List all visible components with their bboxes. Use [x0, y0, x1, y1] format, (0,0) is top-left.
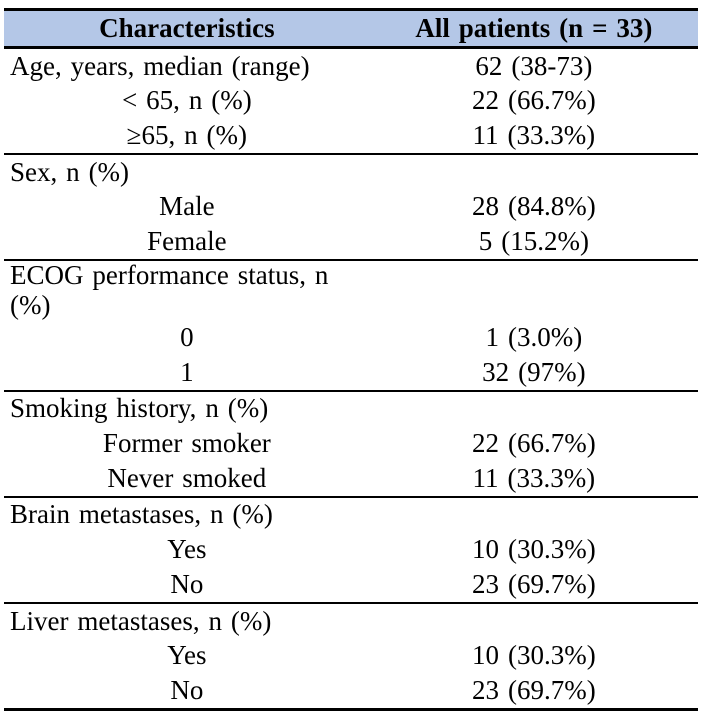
row-label: Never smoked	[4, 461, 370, 498]
row-value: 22 (66.7%)	[472, 85, 596, 116]
table-header-row: Characteristics All patients (n = 33)	[4, 9, 698, 49]
row-label: Female	[4, 224, 370, 262]
row-label: Liver metastases, n (%)	[10, 605, 272, 636]
table-row-age-over65: ≥65, n (%) 11 (33.3%)	[4, 118, 698, 156]
header-all-patients: All patients (n = 33)	[369, 9, 698, 49]
row-label: Former smoker	[102, 428, 271, 459]
row-label: < 65, n (%)	[122, 85, 252, 116]
row-label: 0	[180, 322, 194, 352]
row-value	[370, 391, 698, 427]
row-label: No	[4, 567, 370, 604]
row-value: 22 (66.7%)	[472, 428, 596, 459]
row-value: 5 (15.2%)	[369, 224, 698, 262]
row-value	[370, 260, 698, 320]
row-label: No	[170, 674, 204, 705]
row-value: 10 (30.3%)	[472, 640, 596, 671]
row-value: 28 (84.8%)	[472, 191, 596, 222]
table-row-sex: Sex, n (%)	[4, 154, 698, 190]
row-value: 32 (97%)	[369, 355, 698, 392]
table-row-ecog: ECOG performance status, n (%)	[4, 260, 698, 320]
table-row-sex-female: Female 5 (15.2%)	[4, 224, 698, 262]
table-row-ecog-0: 0 1 (3.0%)	[4, 321, 698, 356]
table-row-age-under65: < 65, n (%) 22 (66.7%)	[4, 84, 698, 119]
row-value: 23 (69.7%)	[369, 567, 698, 604]
row-value	[370, 154, 698, 190]
table-row-brain-mets-yes: Yes 10 (30.3%)	[4, 533, 698, 568]
table-row-sex-male: Male 28 (84.8%)	[4, 190, 698, 225]
table-row-liver-mets-no: No 23 (69.7%)	[4, 673, 698, 709]
row-value: 23 (69.7%)	[472, 674, 596, 705]
row-value: 62 (38-73)	[475, 50, 593, 81]
row-label: Smoking history, n (%)	[10, 393, 269, 424]
table-row-ecog-1: 1 32 (97%)	[4, 355, 698, 392]
row-label: Yes	[167, 640, 207, 671]
row-value: 10 (30.3%)	[472, 534, 596, 565]
row-value: 1 (3.0%)	[485, 322, 583, 352]
table-row-smoking-never: Never smoked 11 (33.3%)	[4, 461, 698, 498]
row-label: ≥65, n (%)	[4, 118, 370, 156]
table-row-brain-mets: Brain metastases, n (%)	[4, 497, 698, 533]
table-row-brain-mets-no: No 23 (69.7%)	[4, 567, 698, 604]
row-label: Sex, n (%)	[10, 156, 130, 187]
table-row-liver-mets: Liver metastases, n (%)	[4, 603, 698, 639]
row-label: ECOG performance status, n (%)	[10, 260, 329, 320]
row-value	[370, 603, 698, 639]
row-label: Brain metastases, n (%)	[10, 499, 273, 530]
row-label: Male	[159, 191, 215, 222]
table-row-smoking: Smoking history, n (%)	[4, 391, 698, 427]
table-row-smoking-former: Former smoker 22 (66.7%)	[4, 427, 698, 462]
header-characteristics: Characteristics	[4, 9, 370, 49]
row-value	[370, 497, 698, 533]
row-label: Age, years, median (range)	[10, 50, 310, 81]
patient-characteristics-table: Characteristics All patients (n = 33) Ag…	[4, 8, 698, 711]
row-label: Yes	[167, 534, 207, 565]
table-row-liver-mets-yes: Yes 10 (30.3%)	[4, 639, 698, 674]
row-label: 1	[4, 355, 370, 392]
row-value: 11 (33.3%)	[369, 461, 698, 498]
row-value: 11 (33.3%)	[369, 118, 698, 156]
table-row-age: Age, years, median (range) 62 (38-73)	[4, 48, 698, 84]
